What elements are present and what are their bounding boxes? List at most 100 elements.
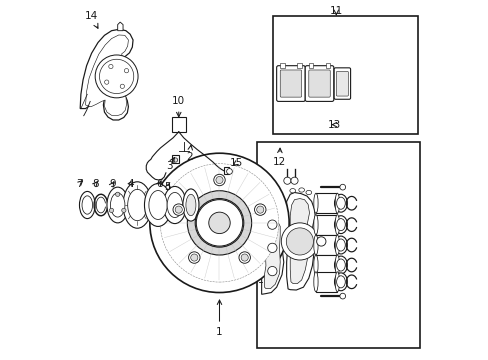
Bar xyxy=(257,143,419,348)
Text: 14: 14 xyxy=(85,12,98,28)
Circle shape xyxy=(216,176,223,184)
Bar xyxy=(315,255,337,275)
Circle shape xyxy=(267,220,276,229)
Circle shape xyxy=(122,208,126,212)
Bar xyxy=(315,235,337,255)
Ellipse shape xyxy=(334,273,346,291)
Circle shape xyxy=(149,153,288,293)
Circle shape xyxy=(290,177,298,184)
Ellipse shape xyxy=(313,272,317,292)
Polygon shape xyxy=(290,199,309,284)
FancyBboxPatch shape xyxy=(305,66,333,102)
Bar xyxy=(171,117,185,132)
Ellipse shape xyxy=(313,255,317,275)
Ellipse shape xyxy=(148,190,167,220)
Circle shape xyxy=(190,254,198,261)
Circle shape xyxy=(316,237,325,246)
Ellipse shape xyxy=(334,236,346,254)
Bar xyxy=(172,155,179,163)
Ellipse shape xyxy=(334,216,346,234)
Ellipse shape xyxy=(335,255,339,275)
Ellipse shape xyxy=(336,276,345,288)
Polygon shape xyxy=(261,202,283,294)
Ellipse shape xyxy=(336,239,345,251)
Circle shape xyxy=(124,68,128,73)
Bar xyxy=(325,63,329,68)
Ellipse shape xyxy=(289,189,295,193)
Ellipse shape xyxy=(127,189,147,221)
Ellipse shape xyxy=(163,186,186,224)
Ellipse shape xyxy=(80,192,95,219)
Ellipse shape xyxy=(167,193,182,217)
Ellipse shape xyxy=(336,219,345,231)
Text: 6: 6 xyxy=(156,179,163,189)
FancyBboxPatch shape xyxy=(280,70,301,97)
Circle shape xyxy=(254,204,265,215)
Circle shape xyxy=(283,177,290,184)
Circle shape xyxy=(339,293,345,299)
Text: 8: 8 xyxy=(92,179,98,189)
Ellipse shape xyxy=(336,259,345,271)
Ellipse shape xyxy=(336,197,345,209)
Ellipse shape xyxy=(144,184,171,226)
Bar xyxy=(297,63,301,68)
Circle shape xyxy=(339,184,345,190)
Circle shape xyxy=(173,158,177,162)
Text: 4: 4 xyxy=(127,179,134,189)
Text: 15: 15 xyxy=(229,158,243,168)
FancyBboxPatch shape xyxy=(336,71,348,96)
Circle shape xyxy=(187,191,251,255)
Ellipse shape xyxy=(313,193,317,213)
Ellipse shape xyxy=(334,194,346,212)
Circle shape xyxy=(239,252,250,263)
Ellipse shape xyxy=(185,194,196,216)
Text: 5: 5 xyxy=(164,182,171,192)
Polygon shape xyxy=(80,29,133,120)
Bar xyxy=(280,63,284,68)
Bar xyxy=(308,63,312,68)
Ellipse shape xyxy=(313,235,317,255)
Text: 13: 13 xyxy=(327,120,341,130)
Bar xyxy=(272,16,417,134)
Ellipse shape xyxy=(335,272,339,292)
Bar xyxy=(224,167,229,174)
Circle shape xyxy=(208,212,230,234)
Ellipse shape xyxy=(183,189,199,221)
Circle shape xyxy=(115,192,120,197)
Circle shape xyxy=(196,200,242,246)
FancyBboxPatch shape xyxy=(276,66,305,102)
Polygon shape xyxy=(285,193,315,290)
Circle shape xyxy=(188,252,200,263)
Text: 9: 9 xyxy=(109,179,115,189)
Text: 2: 2 xyxy=(185,145,192,162)
Ellipse shape xyxy=(335,193,339,213)
Ellipse shape xyxy=(334,256,346,274)
Text: 7: 7 xyxy=(76,179,82,189)
Circle shape xyxy=(175,206,182,213)
Circle shape xyxy=(267,243,276,252)
Circle shape xyxy=(241,254,248,261)
Text: 10: 10 xyxy=(172,96,185,117)
Circle shape xyxy=(120,84,124,89)
Circle shape xyxy=(213,174,225,186)
Circle shape xyxy=(256,206,264,213)
Ellipse shape xyxy=(335,235,339,255)
Bar xyxy=(315,193,337,213)
Ellipse shape xyxy=(123,182,151,228)
Circle shape xyxy=(226,168,232,174)
Circle shape xyxy=(109,208,113,212)
Text: 11: 11 xyxy=(329,6,342,17)
Text: 3: 3 xyxy=(166,158,174,171)
Circle shape xyxy=(104,80,109,84)
Ellipse shape xyxy=(110,193,124,217)
Ellipse shape xyxy=(313,215,317,235)
Ellipse shape xyxy=(335,215,339,235)
Bar xyxy=(315,272,337,292)
Circle shape xyxy=(285,228,313,255)
Ellipse shape xyxy=(305,190,311,195)
Circle shape xyxy=(160,164,278,282)
Bar xyxy=(315,215,337,235)
Ellipse shape xyxy=(298,188,304,192)
Polygon shape xyxy=(85,35,128,116)
Polygon shape xyxy=(118,22,123,31)
